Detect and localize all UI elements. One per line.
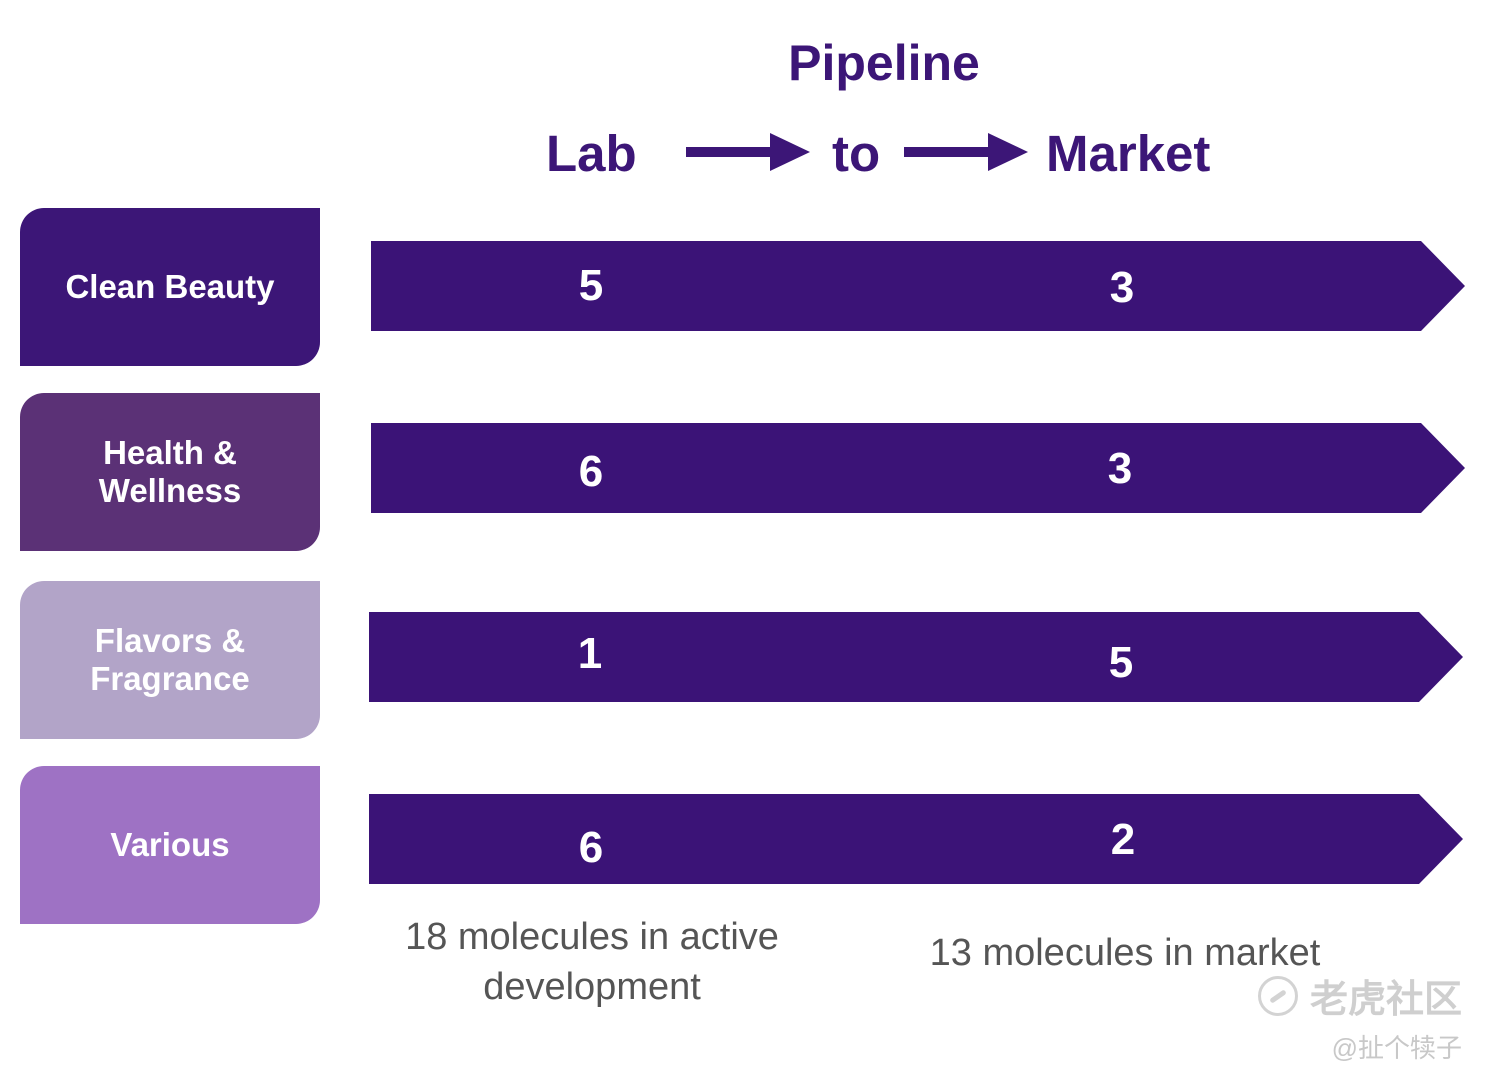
flow-label-lab: Lab bbox=[546, 125, 637, 182]
category-clean-beauty: Clean Beauty bbox=[20, 208, 320, 366]
category-label: Health & Wellness bbox=[98, 434, 242, 509]
band-arrow-shape bbox=[369, 612, 1463, 702]
flow-label-to: to bbox=[832, 125, 881, 182]
pipeline-band-clean-beauty: 5 3 bbox=[371, 241, 1465, 331]
right-arrow-icon bbox=[686, 133, 810, 171]
category-various: Various bbox=[20, 766, 320, 924]
watermark-logo-text: 老虎社区 bbox=[1309, 979, 1462, 1021]
market-count: 3 bbox=[1109, 263, 1135, 312]
lab-summary: 18 molecules in active development bbox=[405, 916, 779, 1008]
band-arrow-shape bbox=[369, 794, 1463, 884]
band-arrow-shape bbox=[371, 423, 1465, 513]
pipeline-band-flavors-fragrance: 1 5 bbox=[369, 612, 1463, 702]
category-flavors-fragrance: Flavors & Fragrance bbox=[20, 581, 320, 739]
market-count: 5 bbox=[1108, 638, 1134, 687]
watermark-logo: 老虎社区 bbox=[1257, 968, 1462, 1023]
market-count: 3 bbox=[1107, 444, 1133, 493]
lab-count: 5 bbox=[578, 261, 604, 310]
tiger-community-logo-icon bbox=[1257, 975, 1298, 1016]
page-title: Pipeline bbox=[788, 35, 980, 91]
flow-label-market: Market bbox=[1046, 125, 1211, 182]
band-arrow-shape bbox=[371, 241, 1465, 331]
category-label: Flavors & Fragrance bbox=[90, 622, 250, 697]
watermark-handle: @扯个犊子 bbox=[1331, 1033, 1462, 1063]
lab-count: 6 bbox=[578, 823, 604, 872]
market-count: 2 bbox=[1110, 815, 1136, 864]
market-summary: 13 molecules in market bbox=[929, 932, 1321, 974]
lab-count: 1 bbox=[577, 629, 603, 678]
lab-count: 6 bbox=[578, 447, 604, 496]
category-health-wellness: Health & Wellness bbox=[20, 393, 320, 551]
right-arrow-icon bbox=[904, 133, 1028, 171]
pipeline-band-various: 6 2 bbox=[369, 794, 1463, 884]
pipeline-band-health-wellness: 6 3 bbox=[371, 423, 1465, 513]
